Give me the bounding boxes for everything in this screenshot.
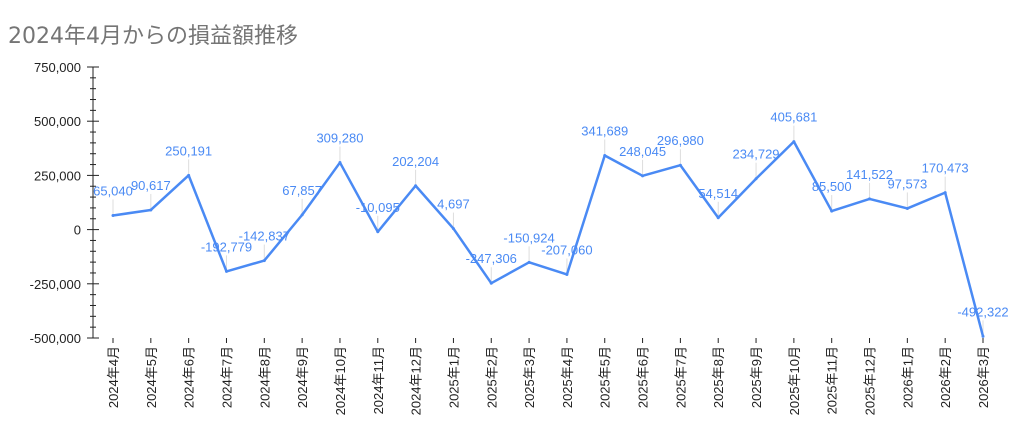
- x-tick-label: 2026年1月: [900, 346, 915, 408]
- x-tick-label: 2024年11月: [371, 346, 386, 414]
- x-tick-label: 2025年11月: [825, 346, 840, 414]
- x-tick-label: 2025年1月: [446, 346, 461, 408]
- x-tick-label: 2025年5月: [598, 346, 613, 408]
- y-tick-label: 500,000: [34, 114, 81, 129]
- data-label: 85,500: [812, 179, 852, 194]
- x-tick-label: 2025年2月: [484, 346, 499, 408]
- data-label: 248,045: [619, 144, 666, 159]
- data-label: 202,204: [392, 154, 439, 169]
- y-tick-label: 250,000: [34, 168, 81, 183]
- data-point: [792, 140, 796, 144]
- x-tick-label: 2024年12月: [409, 346, 424, 415]
- data-point: [187, 173, 191, 177]
- chart-title: 2024年4月からの損益額推移: [8, 24, 298, 49]
- data-point: [111, 213, 115, 217]
- series-line: [112, 140, 985, 337]
- x-tick-label: 2024年4月: [106, 346, 121, 408]
- data-point: [376, 230, 380, 234]
- x-tick-label: 2025年6月: [636, 346, 651, 408]
- data-label: 296,980: [657, 133, 704, 148]
- x-tick-label: 2025年10月: [787, 346, 802, 415]
- data-point: [527, 260, 531, 264]
- data-label: 4,697: [437, 197, 470, 212]
- y-tick-label: 0: [74, 223, 81, 238]
- data-point: [905, 206, 909, 210]
- data-label: 170,473: [922, 161, 969, 176]
- data-label: -142,837: [239, 229, 290, 244]
- data-point: [678, 163, 682, 167]
- x-tick-label: 2024年5月: [144, 346, 159, 408]
- data-label: 90,617: [131, 178, 171, 193]
- data-label: 405,681: [770, 110, 817, 125]
- data-label: -247,306: [466, 251, 517, 266]
- data-label: -10,095: [356, 200, 400, 215]
- data-point: [641, 174, 645, 178]
- data-point: [338, 161, 342, 165]
- x-tick-label: 2024年6月: [182, 346, 197, 408]
- x-tick-label: 2024年9月: [295, 346, 310, 408]
- x-tick-label: 2024年10月: [333, 346, 348, 415]
- data-label: -150,924: [503, 230, 554, 245]
- x-tick-label: 2025年12月: [863, 346, 878, 415]
- data-label: 65,040: [93, 183, 133, 198]
- data-point: [754, 177, 758, 181]
- data-label: 141,522: [846, 167, 893, 182]
- data-label: 250,191: [165, 143, 212, 158]
- x-tick-label: 2025年7月: [673, 346, 688, 408]
- data-point: [981, 334, 985, 338]
- data-label: 341,689: [581, 124, 628, 139]
- data-label: 97,573: [887, 176, 927, 191]
- x-tick-label: 2026年2月: [938, 346, 953, 408]
- x-tick-label: 2025年3月: [522, 346, 537, 408]
- x-tick-label: 2025年4月: [560, 346, 575, 408]
- y-tick-label: 750,000: [34, 60, 81, 75]
- data-point: [414, 184, 418, 188]
- data-point: [224, 269, 228, 273]
- data-label: 67,857: [282, 183, 322, 198]
- x-tick-label: 2024年8月: [257, 346, 272, 408]
- x-tick-label: 2024年7月: [219, 346, 234, 408]
- data-point: [830, 209, 834, 213]
- data-point: [603, 154, 607, 158]
- x-tick-label: 2025年9月: [749, 346, 764, 408]
- x-tick-label: 2025年8月: [711, 346, 726, 408]
- data-point: [868, 197, 872, 201]
- data-point: [943, 191, 947, 195]
- data-label: -192,779: [201, 239, 252, 254]
- data-label: -492,322: [957, 304, 1008, 319]
- data-point: [716, 216, 720, 220]
- y-tick-label: -250,000: [30, 277, 81, 292]
- data-label: -207,060: [541, 242, 592, 257]
- data-label: 309,280: [316, 131, 363, 146]
- data-label: 234,729: [733, 147, 780, 162]
- data-point: [489, 281, 493, 285]
- data-label: 54,514: [698, 186, 738, 201]
- data-point: [300, 213, 304, 217]
- y-tick-label: -500,000: [30, 331, 81, 346]
- data-point: [262, 259, 266, 263]
- x-tick-label: 2026年3月: [976, 346, 991, 408]
- data-point: [451, 227, 455, 231]
- data-point: [149, 208, 153, 212]
- data-point: [565, 272, 569, 276]
